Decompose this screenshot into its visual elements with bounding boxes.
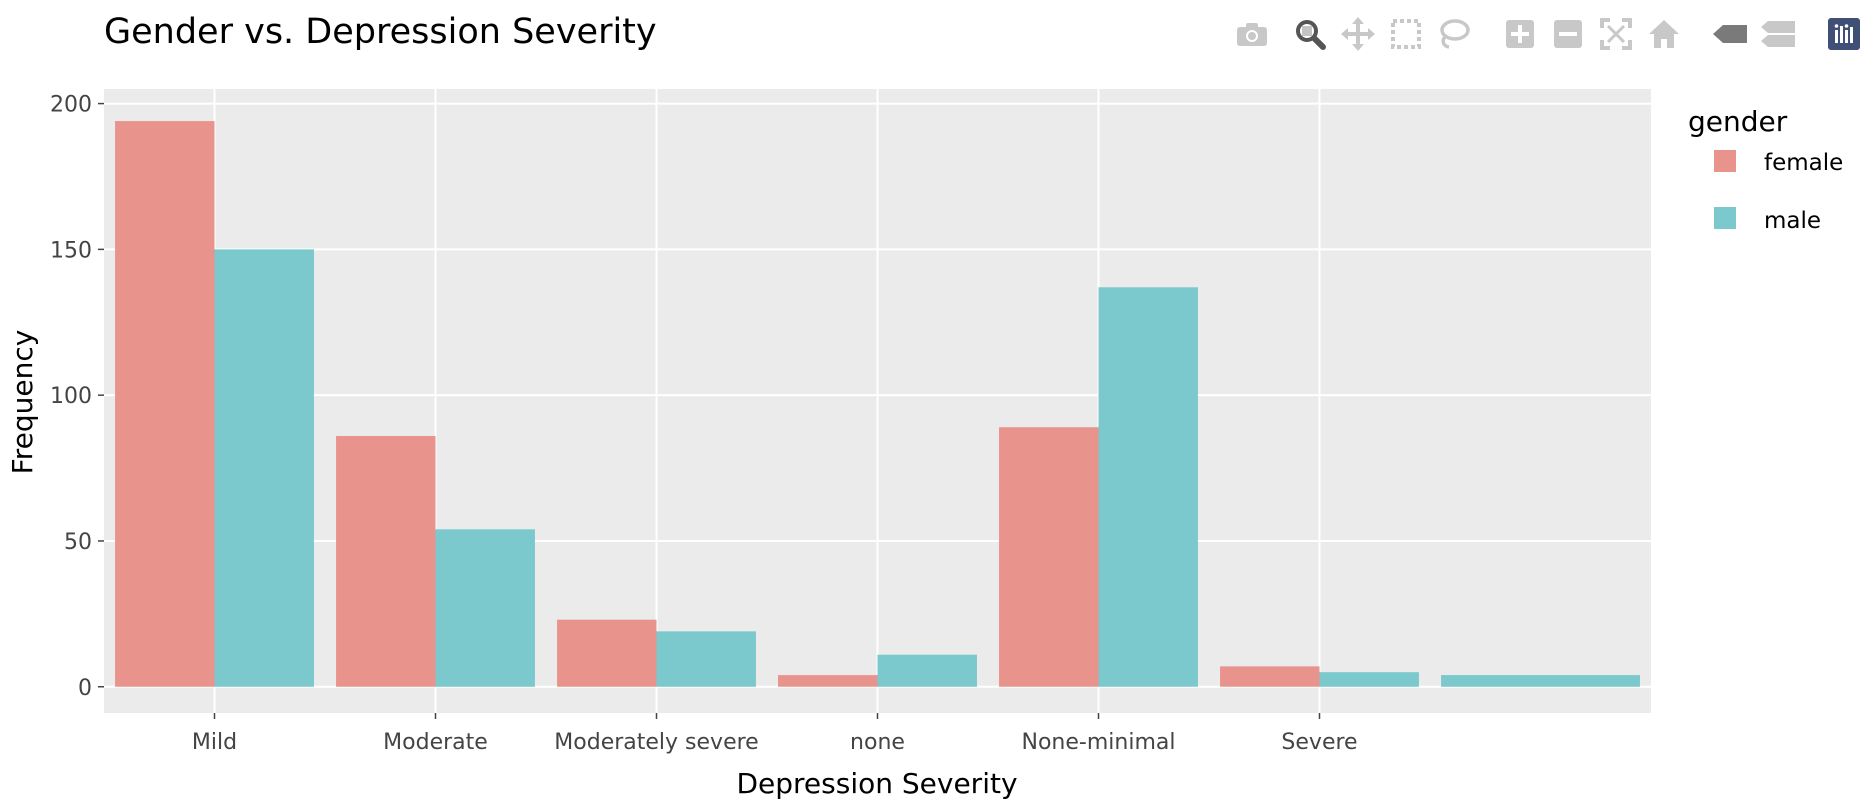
bar-male[interactable] [656, 631, 756, 687]
x-axis-title: Depression Severity [736, 767, 1017, 800]
bar-female[interactable] [1220, 666, 1320, 687]
bar-male[interactable] [1098, 287, 1198, 687]
x-tick-label: Moderate [383, 730, 488, 755]
legend-swatch-male [1714, 207, 1736, 229]
bar-male[interactable] [1319, 672, 1419, 687]
autoscale-icon[interactable] [1596, 14, 1636, 54]
reset-axes-icon[interactable] [1644, 14, 1684, 54]
bar-male[interactable] [877, 654, 977, 687]
y-axis-ticks: 0 50 100 150 200 [50, 93, 104, 701]
x-tick-label: None-minimal [1022, 730, 1176, 755]
x-tick-label: Moderately severe [554, 730, 758, 755]
bars [115, 121, 1640, 687]
bar-female[interactable] [778, 675, 878, 687]
y-axis-title: Frequency [6, 330, 39, 475]
bar-female[interactable] [336, 435, 436, 687]
legend-label-male: male [1764, 208, 1821, 234]
lasso-select-icon[interactable] [1434, 14, 1474, 54]
bar-female[interactable] [115, 121, 215, 687]
modebar [1224, 14, 1864, 54]
legend-item-male[interactable]: male [1714, 207, 1821, 234]
legend: gender female male [1688, 105, 1843, 234]
y-tick-label: 50 [64, 530, 92, 555]
zoom-in-icon[interactable] [1500, 14, 1540, 54]
legend-swatch-female [1714, 150, 1736, 172]
pan-icon[interactable] [1338, 14, 1378, 54]
legend-item-female[interactable]: female [1714, 150, 1843, 176]
zoom-out-icon[interactable] [1548, 14, 1588, 54]
x-tick-label: Mild [192, 730, 237, 755]
plotly-logo-icon[interactable] [1824, 14, 1864, 54]
chart-title: Gender vs. Depression Severity [104, 12, 657, 52]
y-tick-label: 0 [78, 676, 92, 701]
spike-lines-icon[interactable] [1710, 14, 1750, 54]
legend-title: gender [1688, 105, 1788, 138]
x-tick-label: Severe [1281, 730, 1357, 755]
x-axis-ticks: Mild Moderate Moderately severe none None-mi… [192, 713, 1358, 755]
bar-extra[interactable] [1441, 675, 1640, 687]
y-tick-label: 150 [50, 238, 92, 263]
zoom-icon[interactable] [1290, 14, 1330, 54]
bar-female[interactable] [999, 427, 1099, 687]
camera-icon[interactable] [1232, 14, 1272, 54]
y-tick-label: 200 [50, 93, 92, 118]
bar-male[interactable] [214, 249, 314, 687]
x-tick-label: none [850, 730, 905, 755]
bar-male[interactable] [435, 529, 535, 687]
box-select-icon[interactable] [1386, 14, 1426, 54]
bar-female[interactable] [557, 619, 657, 687]
y-tick-label: 100 [50, 384, 92, 409]
legend-label-female: female [1764, 150, 1843, 176]
compare-hover-icon[interactable] [1758, 14, 1798, 54]
